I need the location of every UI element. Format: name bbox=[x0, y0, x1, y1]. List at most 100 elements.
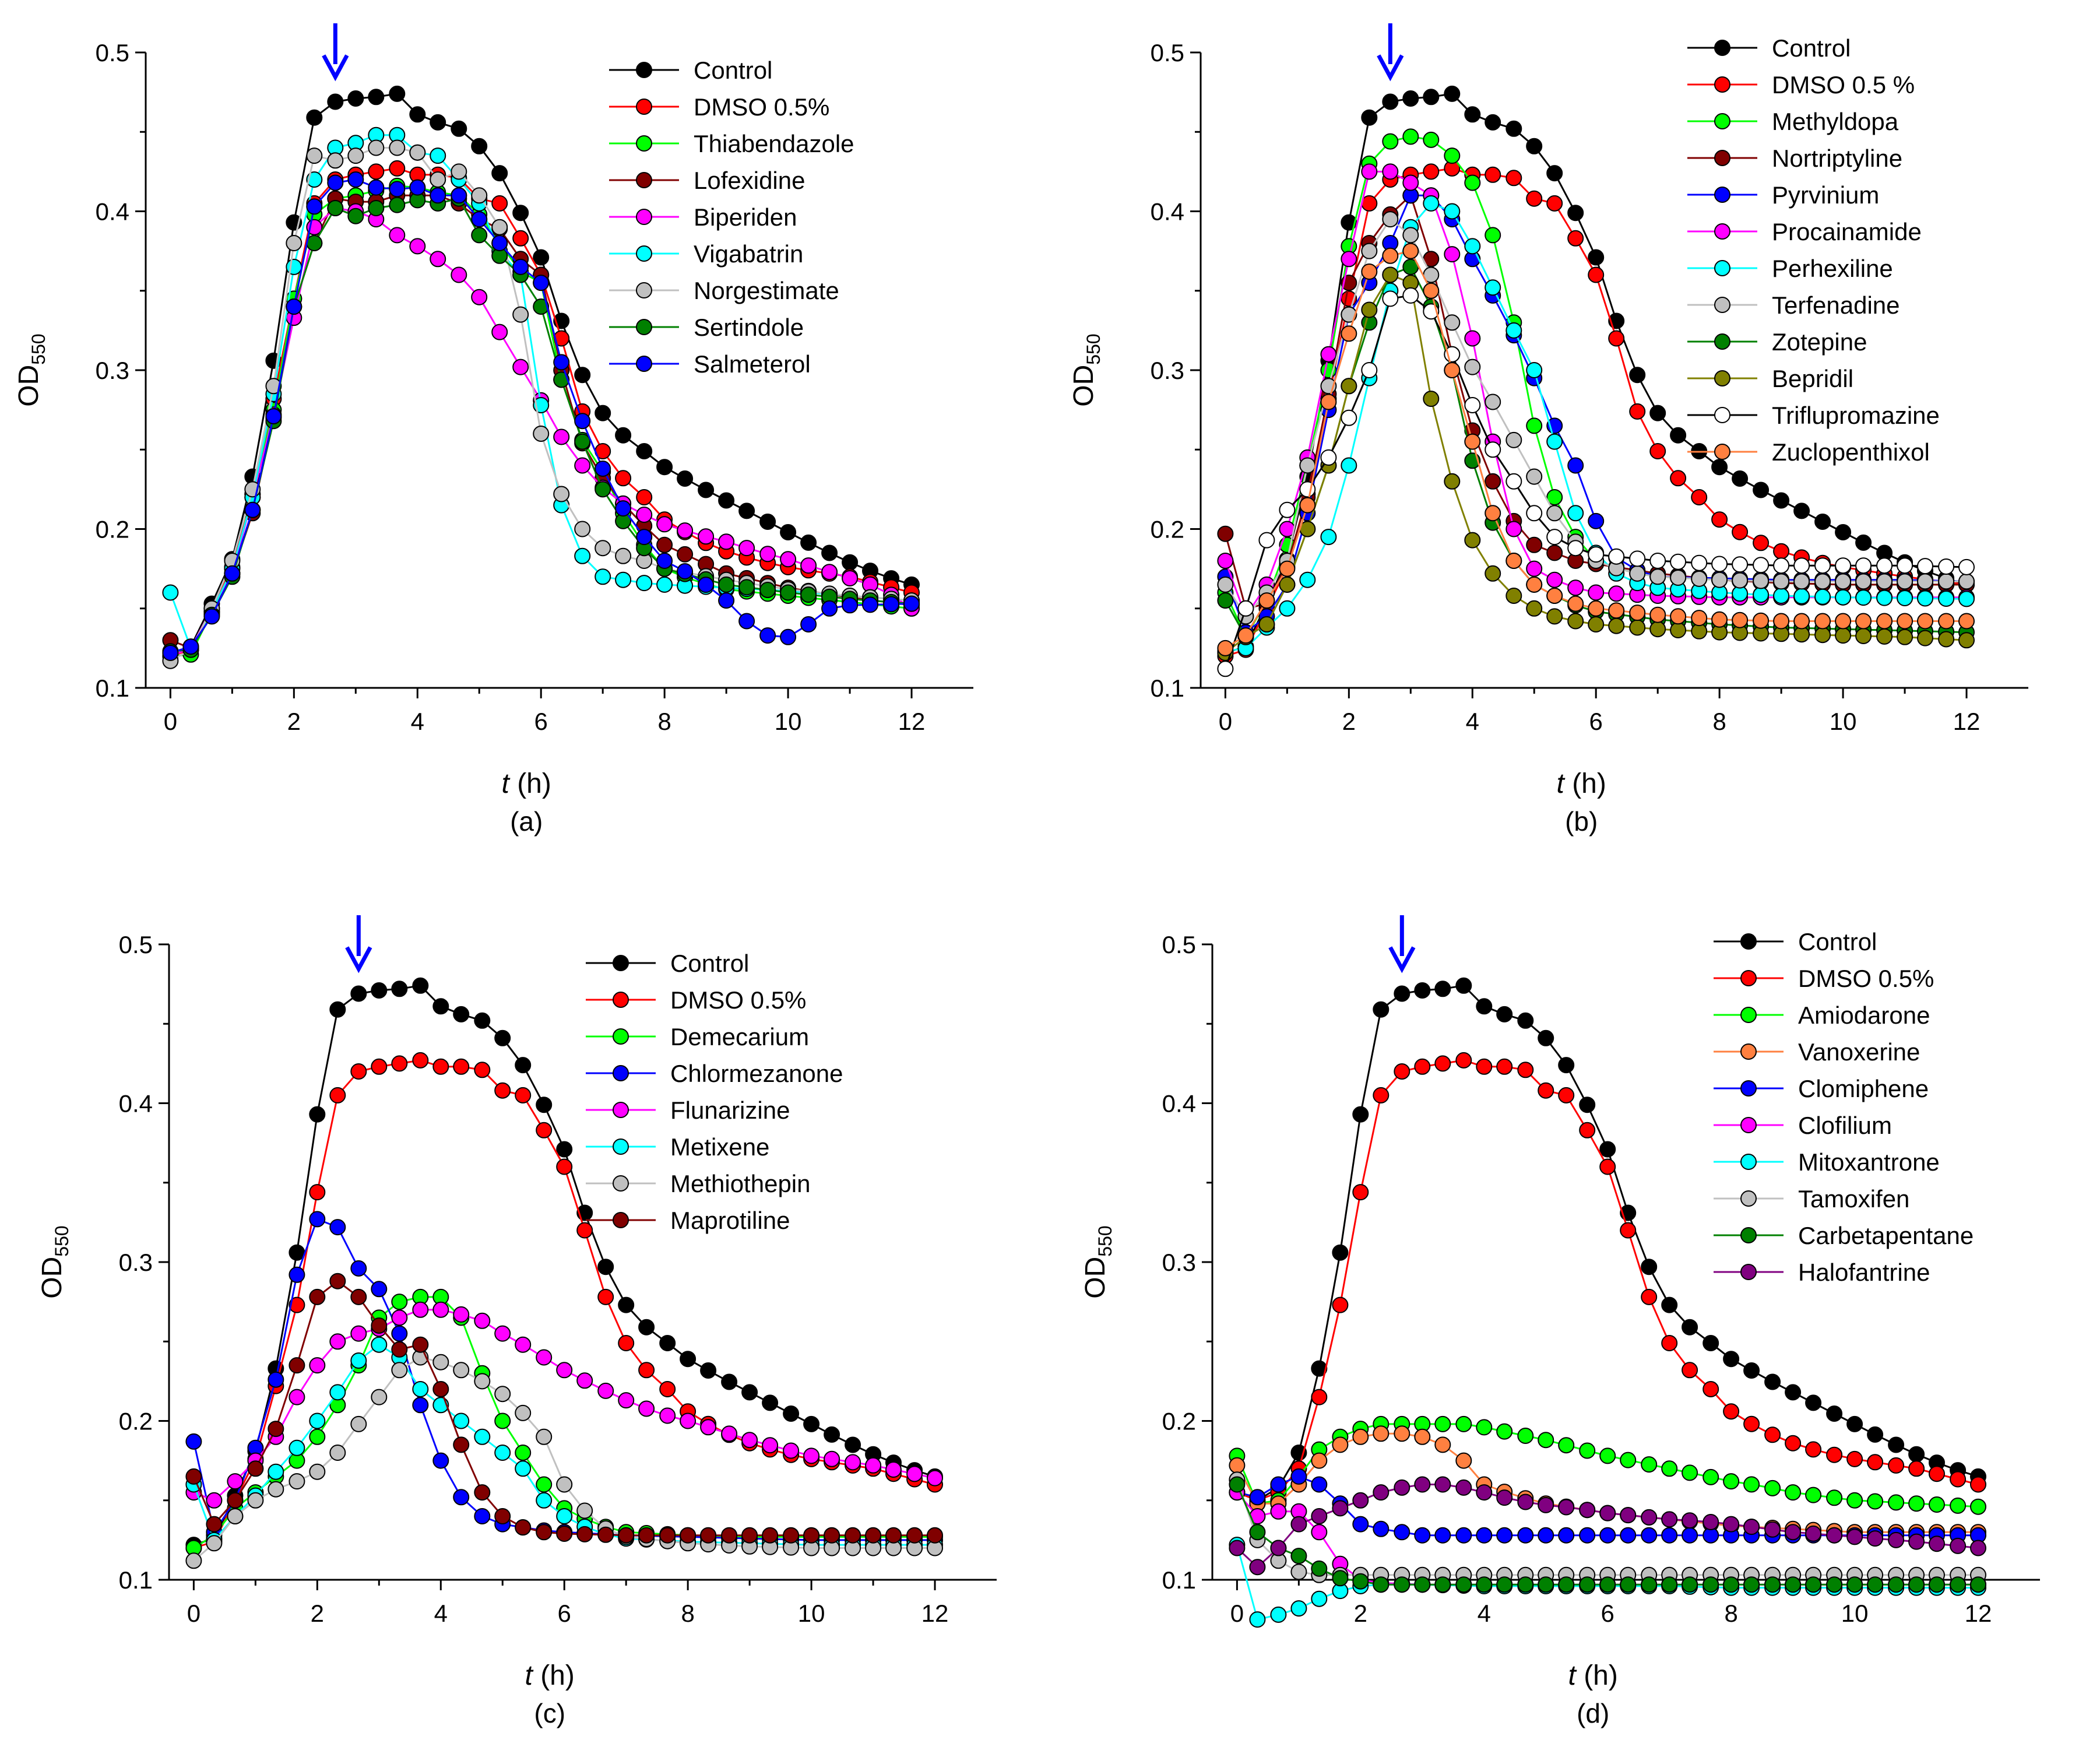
legend-swatch-marker bbox=[613, 1028, 629, 1045]
data-point bbox=[1464, 330, 1481, 347]
data-point bbox=[309, 1412, 326, 1429]
data-point bbox=[597, 1288, 614, 1305]
data-point bbox=[842, 570, 859, 586]
data-point bbox=[656, 576, 673, 593]
legend-item-dmso-0-5: DMSO 0.5% bbox=[586, 986, 806, 1014]
data-point bbox=[494, 1082, 511, 1099]
data-point bbox=[1361, 163, 1378, 180]
data-point bbox=[1785, 1435, 1802, 1452]
data-point bbox=[1258, 616, 1275, 632]
data-point bbox=[618, 1527, 635, 1544]
data-point bbox=[1682, 1576, 1698, 1593]
x-tick-label: 4 bbox=[1466, 708, 1479, 735]
legend-swatch-marker bbox=[1740, 1154, 1757, 1170]
legend-label: Flunarizine bbox=[670, 1097, 790, 1124]
data-point bbox=[227, 1508, 244, 1524]
legend-swatch-marker bbox=[1714, 187, 1730, 203]
data-point bbox=[1567, 505, 1584, 522]
data-point bbox=[597, 1526, 614, 1543]
data-point bbox=[203, 608, 220, 625]
data-point bbox=[780, 551, 797, 568]
data-point bbox=[1444, 362, 1461, 378]
data-point bbox=[515, 1445, 532, 1461]
data-point bbox=[1402, 90, 1419, 107]
data-point bbox=[759, 627, 776, 644]
data-point bbox=[1505, 120, 1522, 137]
data-point bbox=[494, 1325, 511, 1342]
data-point bbox=[1855, 628, 1872, 644]
data-point bbox=[1938, 558, 1955, 575]
data-point bbox=[1414, 1058, 1431, 1075]
x-axis-label: t (h) bbox=[525, 1660, 575, 1691]
data-point bbox=[842, 597, 859, 614]
data-point bbox=[368, 163, 385, 180]
legend-swatch-marker bbox=[1714, 370, 1730, 386]
data-point bbox=[1588, 600, 1605, 617]
y-tick-label: 0.4 bbox=[119, 1090, 153, 1118]
data-point bbox=[1793, 557, 1810, 574]
data-point bbox=[515, 1519, 532, 1536]
data-point bbox=[1608, 602, 1625, 619]
data-point bbox=[1588, 266, 1605, 283]
data-point bbox=[1641, 1259, 1658, 1275]
data-point bbox=[1394, 1063, 1410, 1080]
series-methiothepin bbox=[185, 1349, 943, 1569]
data-point bbox=[1805, 1487, 1822, 1503]
data-point bbox=[1455, 1052, 1472, 1069]
data-point bbox=[1641, 1509, 1658, 1526]
data-point bbox=[1649, 553, 1666, 569]
x-axis-label: t (h) bbox=[1568, 1660, 1618, 1691]
data-point bbox=[1279, 501, 1296, 518]
data-point bbox=[1773, 543, 1790, 560]
data-point bbox=[1732, 612, 1749, 628]
data-point bbox=[1546, 588, 1563, 604]
legend-swatch-marker bbox=[613, 992, 629, 1008]
legend-swatch-marker bbox=[613, 1065, 629, 1081]
data-point bbox=[597, 1382, 614, 1399]
data-point bbox=[1826, 1489, 1843, 1506]
x-tick-label: 2 bbox=[311, 1600, 324, 1627]
legend-label: Norgestimate bbox=[694, 277, 839, 304]
data-point bbox=[1485, 473, 1501, 490]
data-point bbox=[553, 371, 570, 388]
data-point bbox=[780, 584, 797, 601]
data-point bbox=[1938, 631, 1955, 648]
data-point bbox=[1785, 1576, 1802, 1593]
data-point bbox=[306, 147, 323, 164]
data-point bbox=[1217, 525, 1234, 542]
data-point bbox=[409, 106, 426, 123]
data-point bbox=[1620, 1222, 1637, 1239]
legend-item-clomiphene: Clomiphene bbox=[1714, 1075, 1929, 1102]
data-point bbox=[1649, 568, 1666, 585]
data-point bbox=[865, 1457, 882, 1474]
x-tick-label: 0 bbox=[1219, 708, 1232, 735]
data-point bbox=[1517, 1494, 1534, 1510]
data-point bbox=[1908, 1460, 1925, 1477]
legend-swatch-marker bbox=[636, 62, 652, 78]
data-point bbox=[1464, 532, 1481, 549]
data-point bbox=[1753, 535, 1770, 551]
data-point bbox=[698, 577, 715, 593]
data-point bbox=[1311, 1508, 1328, 1524]
data-point bbox=[1793, 502, 1810, 519]
data-point bbox=[556, 1158, 573, 1175]
data-point bbox=[1546, 165, 1563, 182]
data-point bbox=[1835, 573, 1852, 590]
legend-item-sertindole: Sertindole bbox=[609, 314, 804, 341]
legend-label: DMSO 0.5 % bbox=[1772, 71, 1915, 99]
data-point bbox=[636, 529, 653, 546]
data-point bbox=[309, 1463, 326, 1480]
data-point bbox=[412, 977, 429, 994]
data-point bbox=[1361, 362, 1378, 378]
y-tick-label: 0.1 bbox=[1162, 1566, 1196, 1594]
legend-item-biperiden: Biperiden bbox=[609, 203, 797, 231]
data-point bbox=[1917, 613, 1933, 630]
data-point bbox=[371, 1336, 388, 1353]
data-point bbox=[1332, 1244, 1349, 1261]
data-point bbox=[1711, 511, 1728, 528]
data-point bbox=[1476, 1058, 1493, 1075]
data-point bbox=[1670, 427, 1687, 444]
data-point bbox=[1538, 1496, 1554, 1513]
data-point bbox=[1455, 977, 1472, 994]
data-point bbox=[512, 230, 529, 247]
